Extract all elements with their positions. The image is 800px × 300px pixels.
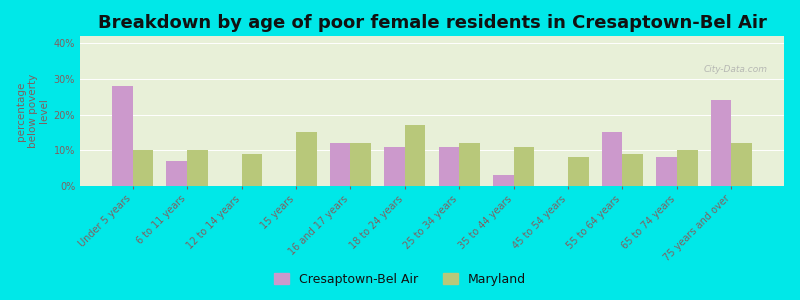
Bar	[166, 161, 187, 186]
Bar	[438, 147, 459, 186]
Title: Breakdown by age of poor female residents in Cresaptown-Bel Air: Breakdown by age of poor female resident…	[98, 14, 766, 32]
Bar	[112, 86, 133, 186]
Bar	[710, 100, 731, 186]
Y-axis label: percentage
below poverty
level: percentage below poverty level	[16, 74, 50, 148]
Bar	[384, 147, 405, 186]
Bar	[677, 150, 698, 186]
Bar	[731, 143, 752, 186]
Bar	[514, 147, 534, 186]
Text: City-Data.com: City-Data.com	[704, 65, 768, 74]
Bar	[602, 132, 622, 186]
Bar	[133, 150, 154, 186]
Legend: Cresaptown-Bel Air, Maryland: Cresaptown-Bel Air, Maryland	[269, 268, 531, 291]
Bar	[350, 143, 371, 186]
Bar	[187, 150, 208, 186]
Bar	[459, 143, 480, 186]
Bar	[622, 154, 643, 186]
Bar	[405, 125, 426, 186]
Bar	[296, 132, 317, 186]
Bar	[330, 143, 350, 186]
Bar	[656, 158, 677, 186]
Bar	[493, 175, 514, 186]
Bar	[242, 154, 262, 186]
Bar	[568, 158, 589, 186]
